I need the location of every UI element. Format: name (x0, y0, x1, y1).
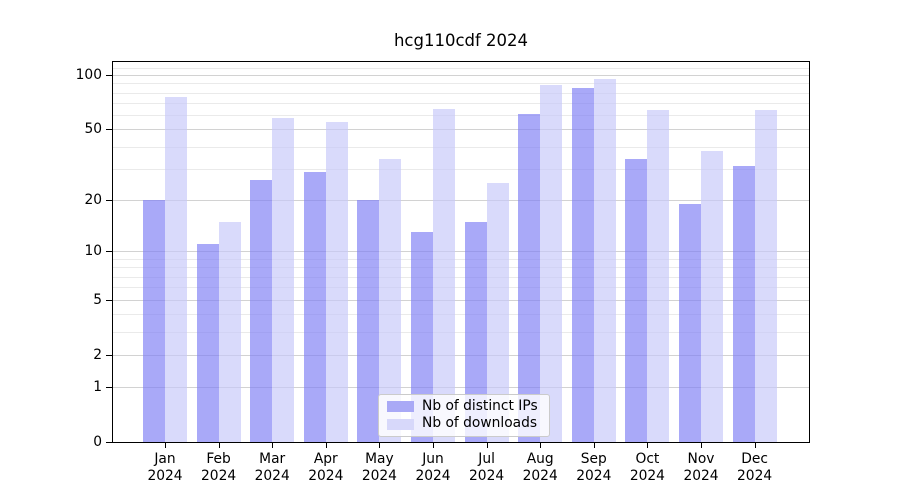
x-tick-jan (165, 443, 166, 448)
y-tick-label-20: 20 (84, 191, 102, 208)
y-tick-label-10: 10 (84, 243, 102, 260)
bar-nb-of-downloads-may (379, 159, 402, 442)
x-tick-label-mar: Mar 2024 (254, 451, 290, 484)
legend-swatch-downloads-icon (387, 418, 414, 430)
x-tick-aug (540, 443, 542, 448)
gridline-major-50 (113, 129, 809, 131)
gridline-minor-40 (113, 146, 809, 148)
gridline-minor-7 (113, 276, 809, 278)
bar-nb-of-downloads-jan (165, 96, 187, 442)
gridline-major-1 (113, 386, 809, 388)
bar-nb-of-distinct-ips-apr (303, 171, 326, 442)
bar-nb-of-distinct-ips-aug (518, 113, 541, 442)
bar-nb-of-downloads-jun (433, 108, 455, 442)
x-tick-dec (754, 443, 756, 448)
bar-nb-of-distinct-ips-jul (464, 221, 487, 442)
gridline-minor-9 (113, 258, 809, 260)
bar-nb-of-distinct-ips-may (357, 199, 380, 442)
plot-area: Nb of distinct IPs Nb of downloads (112, 61, 810, 443)
x-tick-sep (593, 443, 595, 448)
legend-label-distinct-ips: Nb of distinct IPs (422, 397, 538, 414)
y-tick-10 (106, 251, 112, 253)
legend-swatch-distinct-ips-icon (387, 401, 414, 413)
x-tick-label-aug: Aug 2024 (522, 451, 558, 484)
x-tick-jul (486, 443, 488, 448)
gridline-minor-30 (113, 169, 809, 170)
x-tick-apr (325, 443, 327, 448)
gridline-minor-4 (113, 314, 809, 315)
y-tick-100 (106, 75, 112, 76)
gridline-minor-80 (113, 92, 809, 94)
x-tick-jun (433, 443, 434, 448)
gridline-major-20 (113, 199, 809, 201)
y-tick-label-100: 100 (75, 67, 102, 83)
chart-title: hcg110cdf 2024 (393, 31, 529, 50)
x-tick-oct (647, 443, 649, 448)
x-tick-label-dec: Dec 2024 (737, 451, 773, 484)
x-tick-label-may: May 2024 (361, 451, 397, 484)
y-tick-20 (106, 199, 112, 201)
legend-item-downloads: Nb of downloads (387, 417, 541, 431)
gridline-major-2 (113, 354, 809, 356)
bar-nb-of-downloads-dec (754, 110, 777, 442)
bar-nb-of-distinct-ips-nov (679, 203, 701, 442)
gridlines-layer (113, 62, 809, 442)
gridline-minor-90 (113, 83, 809, 85)
x-tick-label-feb: Feb 2024 (201, 451, 237, 484)
y-tick-label-2: 2 (93, 346, 102, 363)
y-tick-5 (106, 299, 112, 301)
bar-nb-of-distinct-ips-dec (732, 166, 755, 442)
x-tick-may (379, 443, 381, 448)
x-tick-label-jan: Jan 2024 (147, 451, 183, 484)
gridline-major-5 (113, 299, 809, 301)
bar-nb-of-downloads-nov (701, 150, 723, 442)
gridline-minor-6 (113, 287, 809, 289)
bar-nb-of-distinct-ips-jun (411, 232, 433, 442)
bar-nb-of-downloads-mar (272, 117, 295, 442)
bar-nb-of-downloads-oct (647, 110, 670, 442)
gridline-minor-70 (113, 103, 809, 105)
x-tick-label-sep: Sep 2024 (576, 451, 612, 484)
gridline-minor-60 (113, 115, 809, 117)
y-tick-label-1: 1 (93, 378, 102, 395)
x-tick-label-apr: Apr 2024 (308, 451, 344, 484)
x-tick-feb (218, 443, 220, 448)
gridline-major-100 (113, 75, 809, 76)
bar-nb-of-downloads-apr (325, 121, 348, 442)
y-tick-2 (106, 354, 112, 356)
gridline-minor-3 (113, 331, 809, 333)
legend-label-downloads: Nb of downloads (422, 415, 538, 432)
bar-nb-of-distinct-ips-sep (571, 87, 594, 442)
x-tick-label-jun: Jun 2024 (415, 451, 451, 484)
y-tick-label-5: 5 (93, 291, 102, 308)
bar-nb-of-downloads-aug (540, 85, 563, 442)
y-tick-label-0: 0 (93, 434, 102, 450)
legend-item-distinct-ips: Nb of distinct IPs (387, 397, 541, 414)
y-tick-50 (106, 129, 112, 131)
gridline-minor-8 (113, 267, 809, 269)
y-tick-0 (106, 442, 112, 443)
y-tick-1 (106, 386, 112, 388)
y-tick-label-50: 50 (84, 121, 102, 138)
x-tick-label-jul: Jul 2024 (469, 451, 505, 484)
bar-nb-of-distinct-ips-mar (250, 179, 273, 442)
bar-nb-of-distinct-ips-feb (196, 244, 219, 442)
gridline-major-10 (113, 251, 809, 253)
x-tick-mar (272, 443, 274, 448)
bar-nb-of-downloads-jul (486, 182, 509, 442)
x-tick-label-nov: Nov 2024 (683, 451, 719, 484)
bars-layer (113, 62, 809, 442)
legend: Nb of distinct IPs Nb of downloads (378, 394, 550, 437)
bar-nb-of-distinct-ips-oct (625, 159, 648, 442)
bar-nb-of-downloads-sep (593, 79, 616, 442)
x-tick-label-oct: Oct 2024 (629, 451, 665, 484)
x-tick-nov (701, 443, 702, 448)
gridline-minor-110 (113, 67, 809, 69)
bar-nb-of-downloads-feb (218, 221, 241, 442)
bar-nb-of-distinct-ips-jan (143, 199, 165, 442)
